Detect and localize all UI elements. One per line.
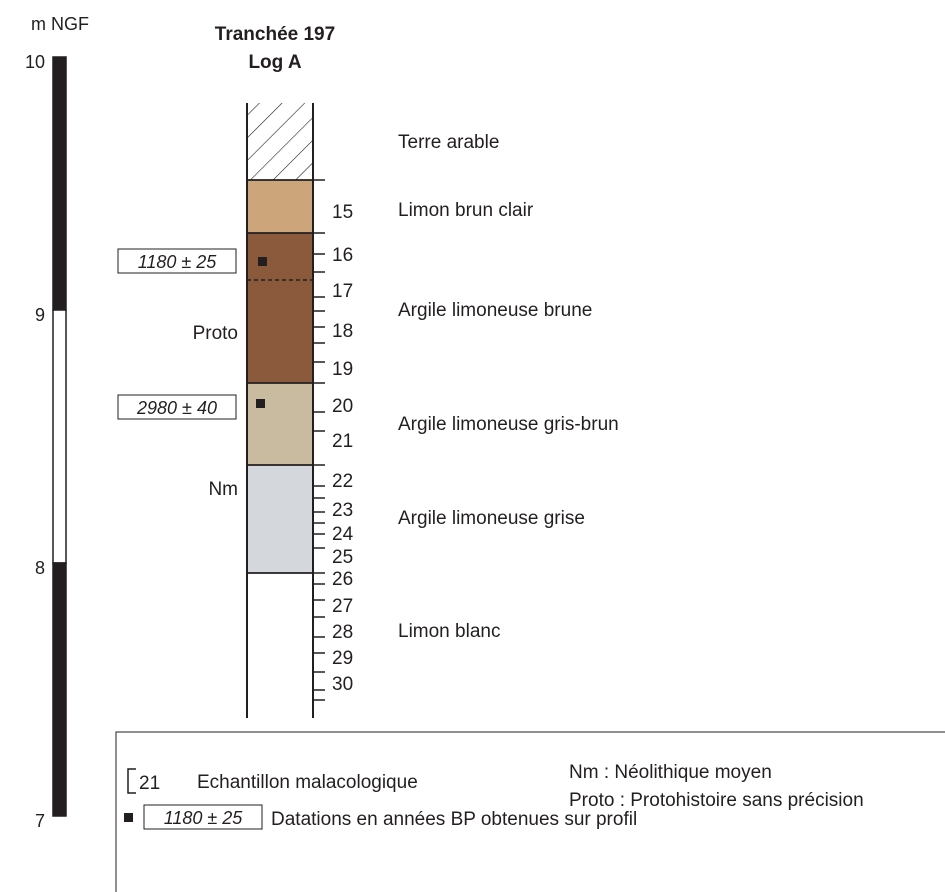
sample-number: 18 — [332, 321, 353, 342]
scale-unit: m NGF — [31, 14, 89, 34]
sample-tick-legend-icon — [127, 768, 136, 794]
sample-number: 29 — [332, 648, 353, 669]
log-column — [247, 103, 313, 718]
legend: 21 Echantillon malacologique Nm : Néolit… — [115, 731, 945, 892]
layer-label: Argile limoneuse brune — [398, 300, 592, 321]
log-title-line1: Tranchée 197 — [215, 24, 335, 45]
scale-tick-labels: 10 9 8 7 — [25, 52, 45, 831]
scale-tick-label: 9 — [35, 305, 45, 325]
layer-labels: Terre arable Limon brun clair Argile limon… — [398, 132, 619, 642]
sample-number: 17 — [332, 281, 353, 302]
sample-number: 20 — [332, 396, 353, 417]
dating-marker-square — [258, 257, 267, 266]
scale-tick-label: 7 — [35, 811, 45, 831]
period-label-nm: Nm — [208, 479, 238, 500]
scale-band — [52, 309, 67, 564]
legend-nm-label: Nm : Néolithique moyen — [569, 762, 772, 783]
dating-box — [117, 248, 237, 274]
log-layer — [247, 233, 313, 383]
legend-dating-label: Datations en années BP obtenues sur prof… — [271, 809, 637, 830]
layer-label: Terre arable — [398, 132, 499, 153]
sample-number: 28 — [332, 622, 353, 643]
layer-label: Argile limoneuse gris-brun — [398, 414, 619, 435]
period-labels: Proto Nm — [193, 323, 238, 500]
sample-number: 24 — [332, 524, 354, 545]
legend-sample-number: 21 — [139, 773, 160, 794]
layer-label: Argile limoneuse grise — [398, 508, 585, 529]
scale-tick-label: 8 — [35, 558, 45, 578]
sample-number: 27 — [332, 596, 353, 617]
sample-number: 15 — [332, 202, 353, 223]
sample-number: 22 — [332, 471, 353, 492]
sample-number: 26 — [332, 569, 353, 590]
sample-number: 25 — [332, 547, 353, 568]
log-title: Tranchée 197 Log A — [215, 24, 335, 73]
sample-number: 21 — [332, 431, 353, 452]
log-layer — [247, 465, 313, 573]
datings: 1180 ± 25 2980 ± 40 — [117, 248, 267, 420]
dating-marker-square — [256, 399, 265, 408]
legend-sample-label: Echantillon malacologique — [197, 772, 418, 793]
scale-band — [52, 562, 67, 817]
legend-dating-square — [124, 813, 133, 822]
sample-number: 16 — [332, 245, 353, 266]
period-label-proto: Proto — [193, 323, 238, 344]
log-layer — [247, 180, 313, 233]
dating-box — [117, 394, 237, 420]
legend-proto-label: Proto : Protohistoire sans précision — [569, 790, 864, 811]
dating-label: 1180 ± 25 — [138, 252, 218, 272]
sample-number: 19 — [332, 359, 353, 380]
log-layer — [247, 573, 313, 718]
legend-dating-example: 1180 ± 25 — [164, 808, 244, 828]
dating-label: 2980 ± 40 — [136, 398, 217, 418]
scale-band — [52, 56, 67, 311]
sample-number: 23 — [332, 500, 353, 521]
log-layer — [247, 383, 313, 465]
layer-label: Limon blanc — [398, 621, 500, 642]
log-title-line2: Log A — [248, 52, 301, 73]
sample-number: 30 — [332, 674, 353, 695]
log-layer — [247, 103, 313, 180]
layer-label: Limon brun clair — [398, 200, 534, 221]
legend-dating-box — [143, 804, 263, 830]
scale-tick-label: 10 — [25, 52, 45, 72]
elevation-scale: m NGF 10 9 8 7 — [25, 14, 89, 831]
scale-bar — [52, 56, 67, 817]
